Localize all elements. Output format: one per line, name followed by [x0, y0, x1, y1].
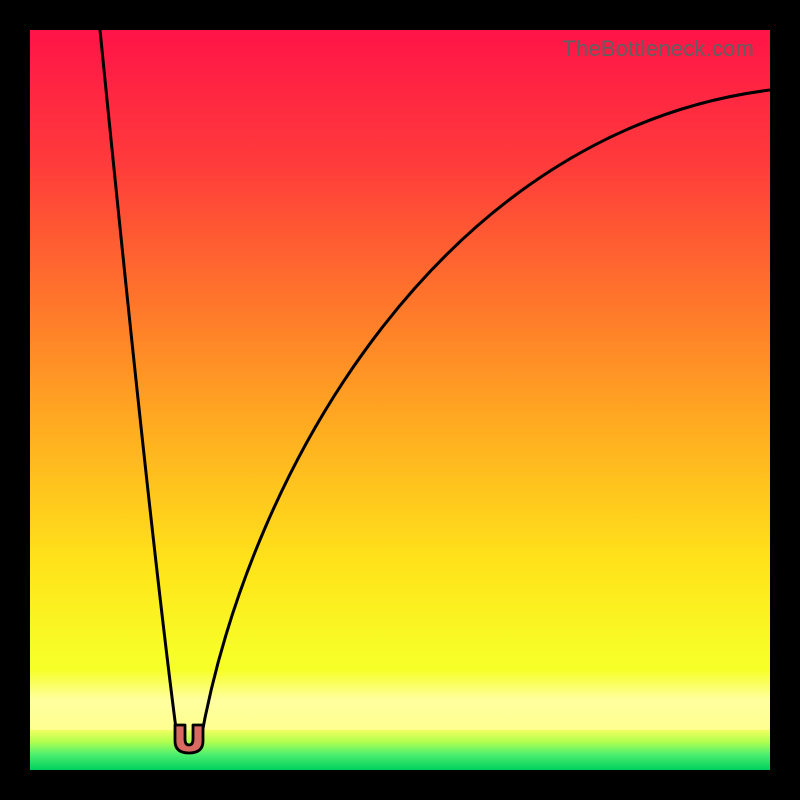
- highlight-band-yellow: [30, 670, 770, 730]
- highlight-band-green: [30, 730, 770, 770]
- background-gradient: [30, 30, 770, 770]
- plot-area: [30, 30, 770, 770]
- chart-container: TheBottleneck.com: [0, 0, 800, 800]
